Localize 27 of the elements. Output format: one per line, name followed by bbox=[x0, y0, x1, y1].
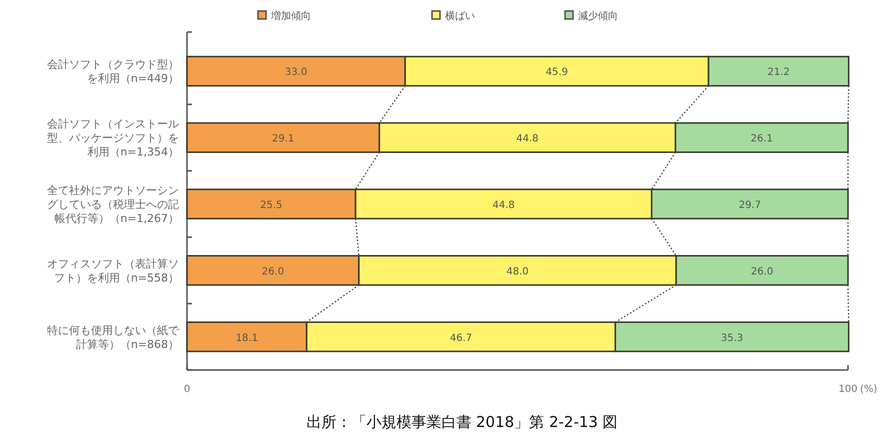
data-label: 48.0 bbox=[506, 266, 529, 278]
legend-label: 横ばい bbox=[445, 10, 475, 22]
data-label: 29.1 bbox=[272, 134, 294, 145]
legend-label: 増加傾向 bbox=[270, 10, 311, 22]
x-tick-label: 100 bbox=[838, 384, 858, 395]
data-label: 44.8 bbox=[516, 134, 539, 145]
data-label: 45.9 bbox=[546, 67, 568, 78]
data-label: 35.3 bbox=[720, 332, 744, 344]
x-axis-title: (%) bbox=[860, 384, 878, 395]
data-label: 29.7 bbox=[738, 200, 761, 211]
y-tick-label: オフィスソフト（表計算ソフト）を利用（n=558） bbox=[47, 257, 179, 284]
y-tick-label: 全て社外にアウトソーシングしている（税理士への記帳代行等）（n=1,267） bbox=[47, 184, 179, 225]
data-label: 21.2 bbox=[767, 67, 790, 78]
y-tick-label: 会計ソフト（クラウド型）を利用（n=449） bbox=[47, 58, 179, 86]
data-label: 26.0 bbox=[262, 266, 284, 278]
data-label: 18.1 bbox=[236, 332, 258, 344]
x-tick-label: 0 bbox=[184, 384, 190, 395]
text: 出所：「小規模事業白書 2018」第 2-2-13 図 bbox=[306, 413, 618, 431]
data-label: 44.8 bbox=[492, 200, 515, 211]
data-label: 46.7 bbox=[450, 332, 472, 344]
y-tick-label: 会計ソフト（インストール型、パッケージソフト）を利用（n=1,354） bbox=[47, 118, 179, 159]
legend-label: 減少傾向 bbox=[578, 10, 618, 22]
data-label: 26.0 bbox=[750, 266, 774, 278]
data-label: 33.0 bbox=[284, 67, 308, 78]
y-tick-label: 特に何も使用しない（紙で計算等）（n=868） bbox=[47, 324, 180, 351]
data-label: 25.5 bbox=[260, 200, 282, 211]
data-label: 26.1 bbox=[750, 134, 773, 145]
